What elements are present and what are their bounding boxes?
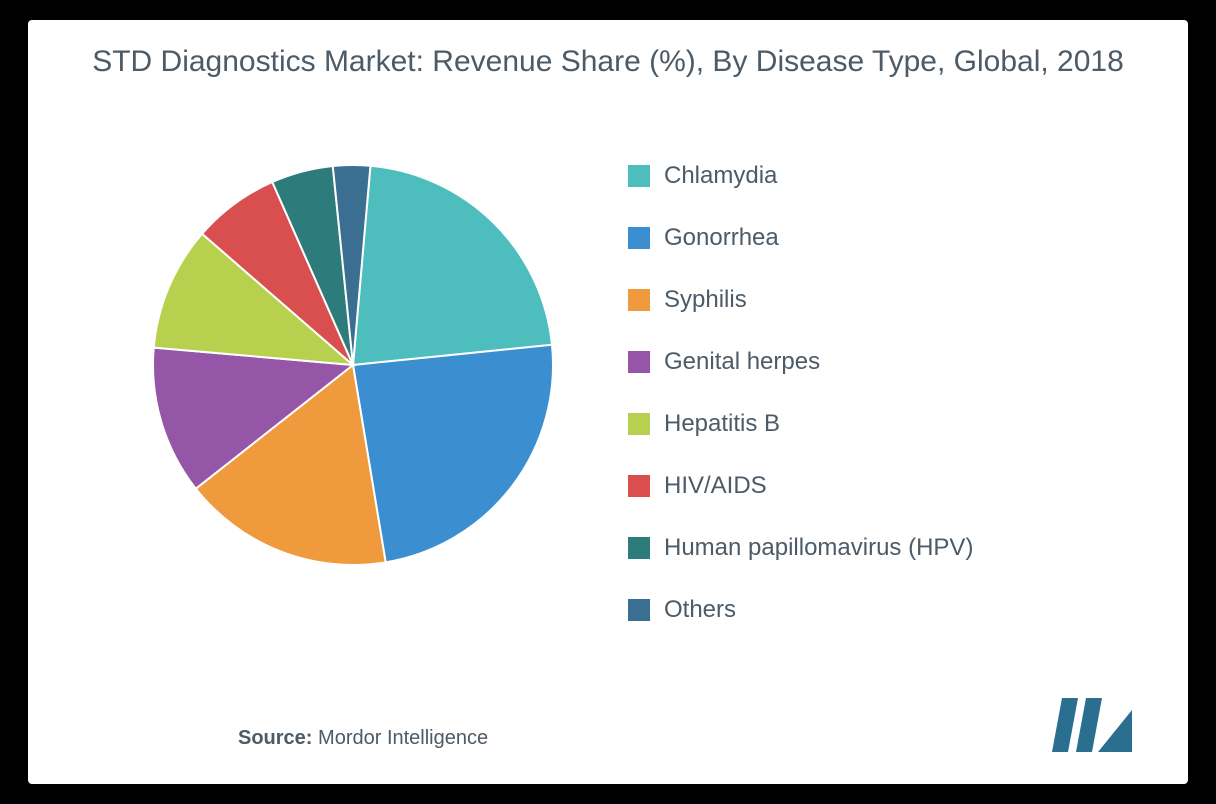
source-value: Mordor Intelligence [318, 727, 488, 749]
legend-swatch [628, 351, 650, 373]
legend-label: Hepatitis B [664, 410, 780, 438]
legend-label: HIV/AIDS [664, 472, 767, 500]
legend-swatch [628, 413, 650, 435]
legend-swatch [628, 475, 650, 497]
chart-title: STD Diagnostics Market: Revenue Share (%… [28, 42, 1188, 83]
legend-label: Human papillomavirus (HPV) [664, 534, 973, 562]
source-label: Source: [238, 727, 312, 749]
legend-item: Hepatitis B [628, 410, 1148, 438]
legend-swatch [628, 537, 650, 559]
legend-label: Syphilis [664, 286, 747, 314]
source-line: Source: Mordor Intelligence [238, 727, 488, 750]
legend-item: Human papillomavirus (HPV) [628, 534, 1148, 562]
legend-swatch [628, 165, 650, 187]
legend: Chlamydia Gonorrhea Syphilis Genital herpes… [628, 162, 1148, 658]
legend-item: Genital herpes [628, 348, 1148, 376]
legend-swatch [628, 227, 650, 249]
legend-label: Chlamydia [664, 162, 777, 190]
legend-label: Genital herpes [664, 348, 820, 376]
brand-logo [1048, 692, 1134, 756]
legend-item: Others [628, 596, 1148, 624]
pie-chart [148, 160, 558, 570]
legend-item: Chlamydia [628, 162, 1148, 190]
legend-swatch [628, 599, 650, 621]
legend-swatch [628, 289, 650, 311]
pie-slice [353, 166, 552, 365]
legend-item: HIV/AIDS [628, 472, 1148, 500]
legend-item: Gonorrhea [628, 224, 1148, 252]
legend-label: Gonorrhea [664, 224, 779, 252]
chart-card: STD Diagnostics Market: Revenue Share (%… [28, 20, 1188, 784]
legend-item: Syphilis [628, 286, 1148, 314]
pie-slice [353, 345, 553, 563]
legend-label: Others [664, 596, 736, 624]
